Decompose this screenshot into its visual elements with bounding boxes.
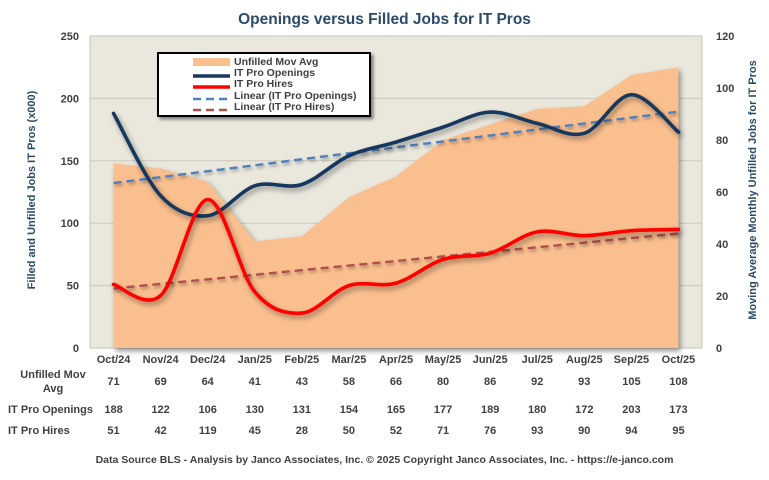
area-series-0 xyxy=(113,67,679,348)
legend-item-linear-openings: Linear (IT Pro Openings) xyxy=(193,89,365,102)
legend-label: IT Pro Hires xyxy=(234,78,293,91)
tick-label-left-150: 150 xyxy=(61,156,79,168)
month-label-3: Jan/25 xyxy=(238,354,272,366)
legend-label: Linear (IT Pro Openings) xyxy=(234,89,357,102)
legend-item-linear-hires: Linear (IT Pro Hires) xyxy=(193,101,365,114)
legend-label: IT Pro Openings xyxy=(234,67,316,80)
table-cell-r0-c2: 64 xyxy=(202,376,215,388)
legend: Unfilled Mov Avg IT Pro Openings IT Pro … xyxy=(157,52,371,117)
legend-swatch-area-icon xyxy=(193,57,230,67)
legend-item-it-pro-openings: IT Pro Openings xyxy=(193,67,365,80)
table-cell-r0-c7: 80 xyxy=(437,376,449,388)
table-cell-r1-c11: 203 xyxy=(622,404,640,416)
tick-label-right-0: 0 xyxy=(716,343,722,355)
tick-label-right-80: 80 xyxy=(716,135,728,147)
table-cell-r2-c1: 42 xyxy=(154,425,166,437)
table-cell-r1-c1: 122 xyxy=(151,404,169,416)
table-cell-r2-c9: 93 xyxy=(531,425,543,437)
trendline-4 xyxy=(113,232,679,290)
legend-label: Unfilled Mov Avg xyxy=(234,55,319,68)
tick-label-right-20: 20 xyxy=(716,291,728,303)
table-cell-r2-c7: 71 xyxy=(437,425,449,437)
footer-note: Data Source BLS - Analysis by Janco Asso… xyxy=(95,454,674,466)
table-cell-r1-c12: 173 xyxy=(669,404,687,416)
tick-label-left-50: 50 xyxy=(67,281,79,293)
table-cell-r1-c6: 165 xyxy=(387,404,405,416)
month-label-8: Jun/25 xyxy=(473,354,508,366)
table-row-label: IT Pro Openings xyxy=(8,404,93,416)
month-label-2: Dec/24 xyxy=(190,354,226,366)
month-label-5: Mar/25 xyxy=(331,354,366,366)
table-cell-r2-c4: 28 xyxy=(296,425,308,437)
legend-swatch-dash-icon xyxy=(193,91,230,101)
table-cell-r0-c3: 41 xyxy=(249,376,261,388)
table-cell-r2-c10: 90 xyxy=(578,425,590,437)
table-row-label: Unfilled Mov xyxy=(20,369,86,381)
legend-item-it-pro-hires: IT Pro Hires xyxy=(193,78,365,91)
table-cell-r2-c12: 95 xyxy=(672,425,684,437)
table-cell-r0-c5: 58 xyxy=(343,376,355,388)
table-cell-r0-c9: 92 xyxy=(531,376,543,388)
legend-swatch-line-icon xyxy=(193,79,230,90)
table-cell-r0-c0: 71 xyxy=(107,376,119,388)
tick-label-left-0: 0 xyxy=(73,343,79,355)
table-cell-r0-c10: 93 xyxy=(578,376,590,388)
legend-swatch-line-icon xyxy=(193,68,230,78)
table-cell-r2-c6: 52 xyxy=(390,425,402,437)
month-label-7: May/25 xyxy=(425,354,462,366)
legend-label: Linear (IT Pro Hires) xyxy=(234,101,335,114)
table-cell-r1-c4: 131 xyxy=(293,404,311,416)
table-row-label: IT Pro Hires xyxy=(8,425,70,437)
tick-label-left-200: 200 xyxy=(61,93,79,105)
line-series-2 xyxy=(111,197,681,316)
table-cell-r2-c5: 50 xyxy=(343,425,355,437)
table-cell-r0-c8: 86 xyxy=(484,376,496,388)
table-cell-r1-c2: 106 xyxy=(199,404,217,416)
line-series-1 xyxy=(111,92,681,218)
table-cell-r1-c3: 130 xyxy=(246,404,264,416)
table-cell-r2-c2: 119 xyxy=(199,425,217,437)
month-label-0: Oct/24 xyxy=(97,354,132,366)
month-label-1: Nov/24 xyxy=(143,354,180,366)
tick-label-right-100: 100 xyxy=(716,83,734,95)
tick-label-right-40: 40 xyxy=(716,239,728,251)
tick-label-right-60: 60 xyxy=(716,187,728,199)
table-cell-r0-c11: 105 xyxy=(622,376,640,388)
month-label-10: Aug/25 xyxy=(566,354,603,366)
month-label-9: Jul/25 xyxy=(522,354,553,366)
month-label-11: Sep/25 xyxy=(614,354,649,366)
table-cell-r0-c6: 66 xyxy=(390,376,402,388)
table-cell-r0-c1: 69 xyxy=(154,376,166,388)
tick-label-left-100: 100 xyxy=(61,218,79,230)
table-cell-r2-c8: 76 xyxy=(484,425,496,437)
legend-swatch-dash-icon xyxy=(193,102,230,112)
table-cell-r2-c0: 51 xyxy=(107,425,119,437)
trendline-3 xyxy=(113,110,679,185)
table-cell-r1-c5: 154 xyxy=(340,404,359,416)
tick-label-left-250: 250 xyxy=(61,31,79,43)
table-cell-r0-c12: 108 xyxy=(669,376,687,388)
month-label-6: Apr/25 xyxy=(379,354,413,366)
table-cell-r1-c10: 172 xyxy=(575,404,593,416)
table-cell-r2-c3: 45 xyxy=(249,425,261,437)
table-cell-r1-c9: 180 xyxy=(528,404,546,416)
legend-item-unfilled-mov-avg: Unfilled Mov Avg xyxy=(193,55,365,68)
month-label-12: Oct/25 xyxy=(662,354,696,366)
chart-title: Openings versus Filled Jobs for IT Pros xyxy=(238,11,531,28)
tick-label-right-120: 120 xyxy=(716,31,734,43)
table-cell-r0-c4: 43 xyxy=(296,376,308,388)
month-label-4: Feb/25 xyxy=(284,354,319,366)
table-cell-r2-c11: 94 xyxy=(625,425,638,437)
table-cell-r1-c0: 188 xyxy=(104,404,122,416)
table-cell-r1-c8: 189 xyxy=(481,404,499,416)
table-row-label: Avg xyxy=(43,383,63,395)
table-cell-r1-c7: 177 xyxy=(434,404,452,416)
